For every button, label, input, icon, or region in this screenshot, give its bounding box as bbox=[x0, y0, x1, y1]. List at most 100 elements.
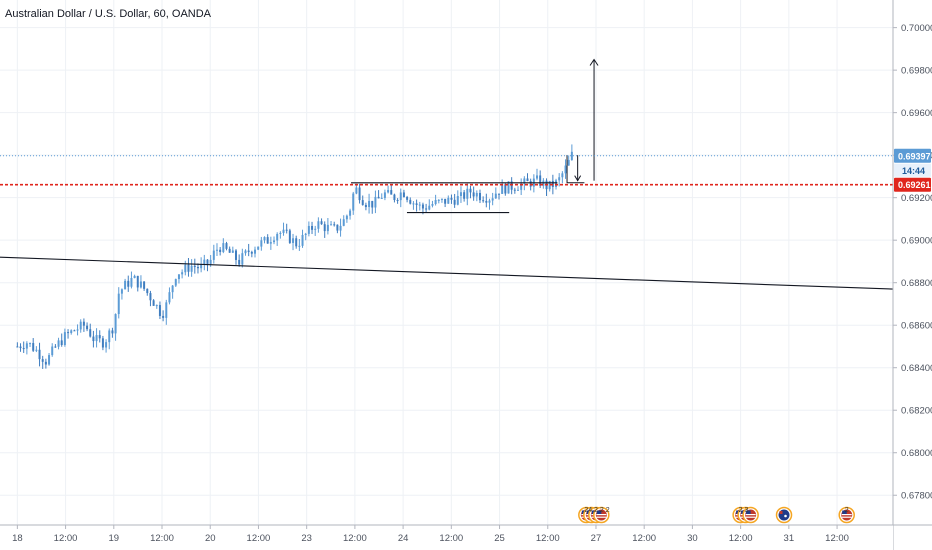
candle-body bbox=[555, 180, 558, 187]
us-flag-stripe bbox=[841, 514, 852, 516]
event-markers: 24 2 2 2 2 3 2 bbox=[578, 506, 855, 524]
candle-body bbox=[501, 184, 504, 194]
countdown-badge-bg bbox=[894, 163, 931, 177]
candle-body bbox=[307, 225, 310, 234]
candle-body bbox=[513, 189, 516, 191]
candle-body bbox=[450, 197, 453, 200]
candle-body bbox=[292, 238, 295, 243]
time-axis[interactable]: 18 12:00 19 12:00 20 12:00 23 12:00 24 12:00 25 12:… bbox=[0, 524, 932, 550]
candle-body bbox=[269, 242, 272, 244]
candle-body bbox=[469, 188, 472, 193]
candle-body bbox=[260, 240, 263, 247]
candle-body bbox=[485, 200, 488, 203]
candle-body bbox=[63, 332, 66, 345]
price-tick-label: 0.69800 bbox=[901, 66, 932, 77]
candle-body bbox=[70, 330, 73, 333]
candle-body bbox=[434, 199, 437, 204]
candle-body bbox=[301, 234, 304, 246]
us-flag-stripe bbox=[596, 516, 607, 518]
price-tick-label: 0.68200 bbox=[901, 406, 932, 417]
candle-body bbox=[127, 280, 130, 287]
candle-body bbox=[177, 274, 180, 280]
price-tick-label: 0.68400 bbox=[901, 363, 932, 374]
candle-body bbox=[333, 224, 336, 226]
candle-body bbox=[421, 204, 424, 209]
au-flag-union bbox=[779, 511, 783, 514]
us-flag-stripe bbox=[841, 516, 852, 518]
price-axis-bg bbox=[893, 0, 932, 550]
price-tick-label: 0.68000 bbox=[901, 448, 932, 459]
candle-body bbox=[459, 192, 462, 197]
candle-body bbox=[282, 229, 285, 233]
candle-body bbox=[273, 240, 276, 243]
candle-body bbox=[86, 325, 89, 330]
candles bbox=[16, 144, 573, 369]
candle-body bbox=[190, 265, 193, 272]
candle-body bbox=[209, 259, 212, 264]
us-flag-stripe bbox=[596, 514, 607, 516]
candle-body bbox=[79, 321, 82, 330]
candle-body bbox=[95, 335, 98, 342]
candle-body bbox=[358, 187, 361, 201]
candle-body bbox=[339, 225, 342, 231]
candle-body bbox=[238, 259, 241, 265]
candle-body bbox=[114, 314, 117, 334]
price-tick-label: 0.67800 bbox=[901, 491, 932, 502]
candle-body bbox=[187, 264, 190, 272]
time-tick-label: 19 bbox=[109, 533, 120, 544]
candle-body bbox=[295, 238, 298, 247]
candle-body bbox=[374, 196, 377, 208]
time-tick-label: 24 bbox=[398, 533, 409, 544]
candle-body bbox=[133, 275, 136, 279]
candle-body bbox=[111, 330, 114, 334]
candle-body bbox=[561, 173, 564, 178]
us-flag-stripe bbox=[745, 516, 756, 518]
candle-body bbox=[263, 237, 266, 241]
candle-body bbox=[478, 192, 481, 201]
candle-body bbox=[453, 199, 456, 205]
candle-body bbox=[399, 192, 402, 201]
candle-body bbox=[380, 197, 383, 199]
candle-body bbox=[215, 249, 218, 251]
candle-body bbox=[234, 250, 237, 260]
candle-body bbox=[98, 335, 101, 339]
candle-body bbox=[437, 199, 440, 201]
candle-body bbox=[149, 293, 152, 301]
candle-body bbox=[390, 190, 393, 195]
candle-body bbox=[393, 194, 396, 201]
candle-body bbox=[558, 177, 561, 181]
candle-body bbox=[475, 192, 478, 197]
measure-box bbox=[566, 155, 585, 184]
candle-body bbox=[44, 361, 47, 365]
candle-body bbox=[276, 233, 279, 241]
candle-body bbox=[89, 329, 92, 337]
candle-body bbox=[206, 259, 209, 264]
candle-body bbox=[196, 267, 199, 269]
candle-body bbox=[425, 208, 428, 210]
price-axis[interactable]: 0.700000.698000.696000.694000.692000.690… bbox=[892, 0, 932, 550]
time-tick-label: 12:00 bbox=[536, 533, 560, 544]
candle-body bbox=[564, 165, 567, 174]
us-flag-canton bbox=[746, 510, 751, 514]
candle-body bbox=[136, 275, 139, 288]
time-tick-label: 12:00 bbox=[729, 533, 753, 544]
symbol-title: Australian Dollar / U.S. Dollar, 60, OAN… bbox=[5, 8, 212, 20]
time-tick-label: 25 bbox=[494, 533, 505, 544]
price-tick-label: 0.68600 bbox=[901, 321, 932, 332]
price-tick-label: 0.69200 bbox=[901, 193, 932, 204]
candle-body bbox=[285, 229, 288, 231]
event-count-label: 24 2 2 2 bbox=[584, 507, 609, 514]
candle-body bbox=[311, 225, 314, 230]
candle-body bbox=[60, 340, 63, 345]
time-tick-label: 12:00 bbox=[54, 533, 78, 544]
candle-body bbox=[139, 281, 142, 288]
candle-body bbox=[567, 159, 570, 166]
candle-body bbox=[32, 343, 35, 351]
candle-body bbox=[101, 338, 104, 348]
candle-body bbox=[326, 224, 329, 232]
candle-body bbox=[76, 329, 79, 331]
candle-body bbox=[165, 302, 168, 318]
candle-body bbox=[377, 196, 380, 199]
candle-body bbox=[184, 264, 187, 273]
